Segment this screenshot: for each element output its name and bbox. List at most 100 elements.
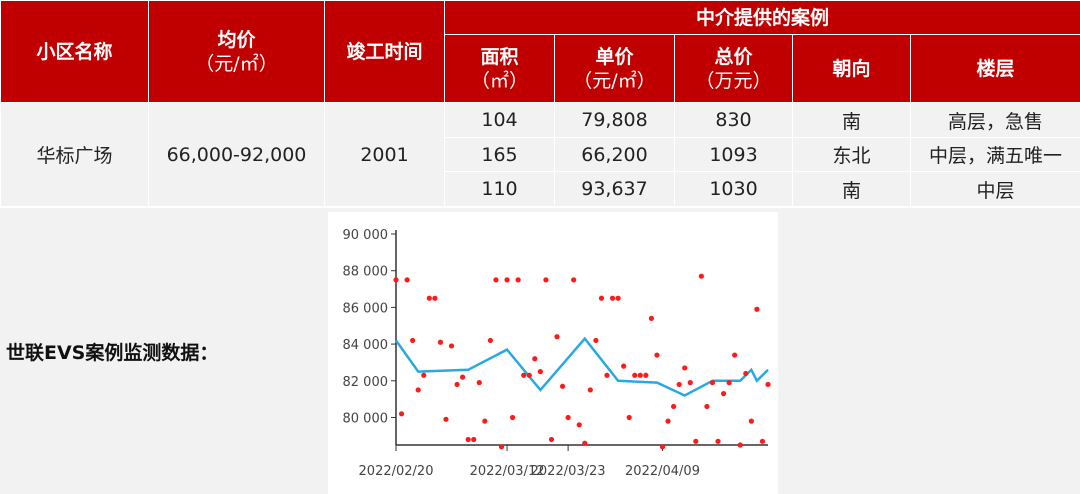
header-group-cases: 中介提供的案例 (443, 0, 1080, 35)
scatter-point (471, 436, 477, 443)
x-tick-label: 2022/02/20 (359, 464, 434, 479)
header-total-price-label: 总价 (714, 45, 753, 68)
scatter-point (609, 295, 616, 301)
scatter-point (476, 380, 482, 386)
scatter-point (415, 387, 421, 393)
header-community: 小区名称 (0, 0, 149, 103)
scatter-point (587, 387, 593, 393)
header-unit-price-unit: （元/㎡） (573, 69, 656, 92)
cell-floor: 中层，满五唯一 (909, 137, 1080, 172)
scatter-point (426, 295, 432, 301)
scatter-point (665, 418, 671, 424)
table-row: 110 93,637 1030 南 中层 (1, 171, 1080, 207)
scatter-point (410, 337, 416, 344)
scatter-point (676, 381, 682, 388)
header-avg-price-label: 均价 (217, 28, 256, 51)
scatter-point (704, 403, 710, 410)
scatter-chart: 80 000 82 000 84 000 86 000 88 000 90 000 2022… (343, 228, 771, 479)
scatter-point (582, 440, 588, 446)
scatter-point (693, 438, 699, 444)
scatter-point (393, 277, 399, 283)
scatter-point (715, 438, 721, 444)
cell-total-price: 1093 (674, 137, 793, 172)
scatter-point (720, 391, 727, 397)
cell-area: 110 (444, 171, 555, 207)
scatter-point (482, 418, 488, 424)
chart-container: 80 000 82 000 84 000 86 000 88 000 90 000 2022… (328, 212, 778, 494)
cell-unit-price: 93,637 (554, 171, 675, 207)
cell-avg-price: 66,000-92,000 (148, 102, 325, 207)
scatter-point (654, 352, 660, 358)
scatter-point (509, 414, 516, 421)
header-completion: 竣工时间 (324, 0, 445, 103)
scatter-point (732, 352, 738, 358)
scatter-point (615, 295, 621, 301)
scatter-point (576, 422, 582, 428)
scatter-point (543, 277, 549, 283)
scatter-point (548, 436, 555, 443)
cell-orientation: 东北 (792, 137, 911, 172)
cell-community: 华标广场 (0, 102, 149, 207)
scatter-point (637, 372, 643, 378)
scatter-point (432, 295, 438, 301)
scatter-point (621, 363, 627, 369)
scatter-point (754, 306, 760, 312)
scatter-point (659, 444, 666, 450)
table-row: 165 66,200 1093 东北 中层，满五唯一 (1, 137, 1080, 172)
y-tick-label: 80 000 (343, 411, 389, 426)
scatter-point (643, 372, 649, 378)
scatter-point (759, 438, 766, 444)
header-total-price-unit: （万元） (695, 69, 772, 92)
header-area: 面积 （㎡） (444, 34, 555, 103)
scatter-point (521, 372, 527, 378)
scatter-point (437, 339, 444, 345)
header-unit-price: 单价 （元/㎡） (554, 34, 675, 103)
scatter-point (626, 414, 632, 421)
scatter-point (709, 380, 716, 386)
scatter-point (454, 381, 460, 388)
scatter-point (571, 277, 577, 283)
scatter-point (465, 436, 471, 443)
scatter-point (671, 403, 677, 410)
header-area-unit: （㎡） (470, 69, 528, 92)
header-total-price: 总价 （万元） (674, 34, 793, 103)
header-area-label: 面积 (480, 45, 519, 68)
scatter-point (526, 372, 532, 378)
scatter-point (398, 411, 405, 417)
scatter-point (554, 334, 560, 340)
scatter-point (532, 356, 538, 362)
header-orientation: 朝向 (792, 34, 911, 103)
monitor-label: 世联EVS案例监测数据： (6, 342, 219, 364)
y-tick-label: 86 000 (343, 301, 389, 316)
scatter-point (598, 295, 605, 301)
header-unit-price-label: 单价 (595, 45, 634, 68)
header-avg-price: 均价 （元/㎡） (148, 0, 325, 103)
scatter-point (604, 372, 610, 378)
cell-unit-price: 66,200 (554, 137, 675, 172)
x-tick-label: 2022/03/12 (470, 464, 545, 479)
scatter-point (443, 416, 449, 422)
scatter-point (515, 277, 521, 283)
monitor-section: 世联EVS案例监测数据： 80 000 82 000 84 000 86 000 88 … (0, 208, 1080, 494)
scatter-point (726, 380, 732, 386)
y-tick-label: 90 000 (343, 228, 389, 243)
scatter-point (682, 365, 688, 371)
scatter-point (498, 444, 505, 450)
cell-orientation: 南 (792, 171, 911, 207)
scatter-point (537, 369, 543, 375)
scatter-point (487, 337, 493, 344)
cell-total-price: 830 (674, 102, 793, 138)
scatter-point (648, 315, 655, 321)
table-row: 华标广场 66,000-92,000 2001 104 79,808 830 南… (0, 102, 1080, 207)
x-tick-label: 2022/03/23 (531, 464, 606, 479)
cell-orientation: 南 (792, 102, 911, 138)
scatter-point (743, 370, 749, 377)
x-tick-label: 2022/04/09 (625, 464, 700, 479)
scatter-point (460, 374, 466, 380)
scatter-point (698, 273, 704, 279)
header-floor: 楼层 (909, 34, 1080, 103)
scatter-point (493, 277, 499, 283)
cell-total-price: 1030 (674, 171, 793, 207)
scatter-point (565, 414, 571, 421)
scatter-point (504, 277, 510, 283)
